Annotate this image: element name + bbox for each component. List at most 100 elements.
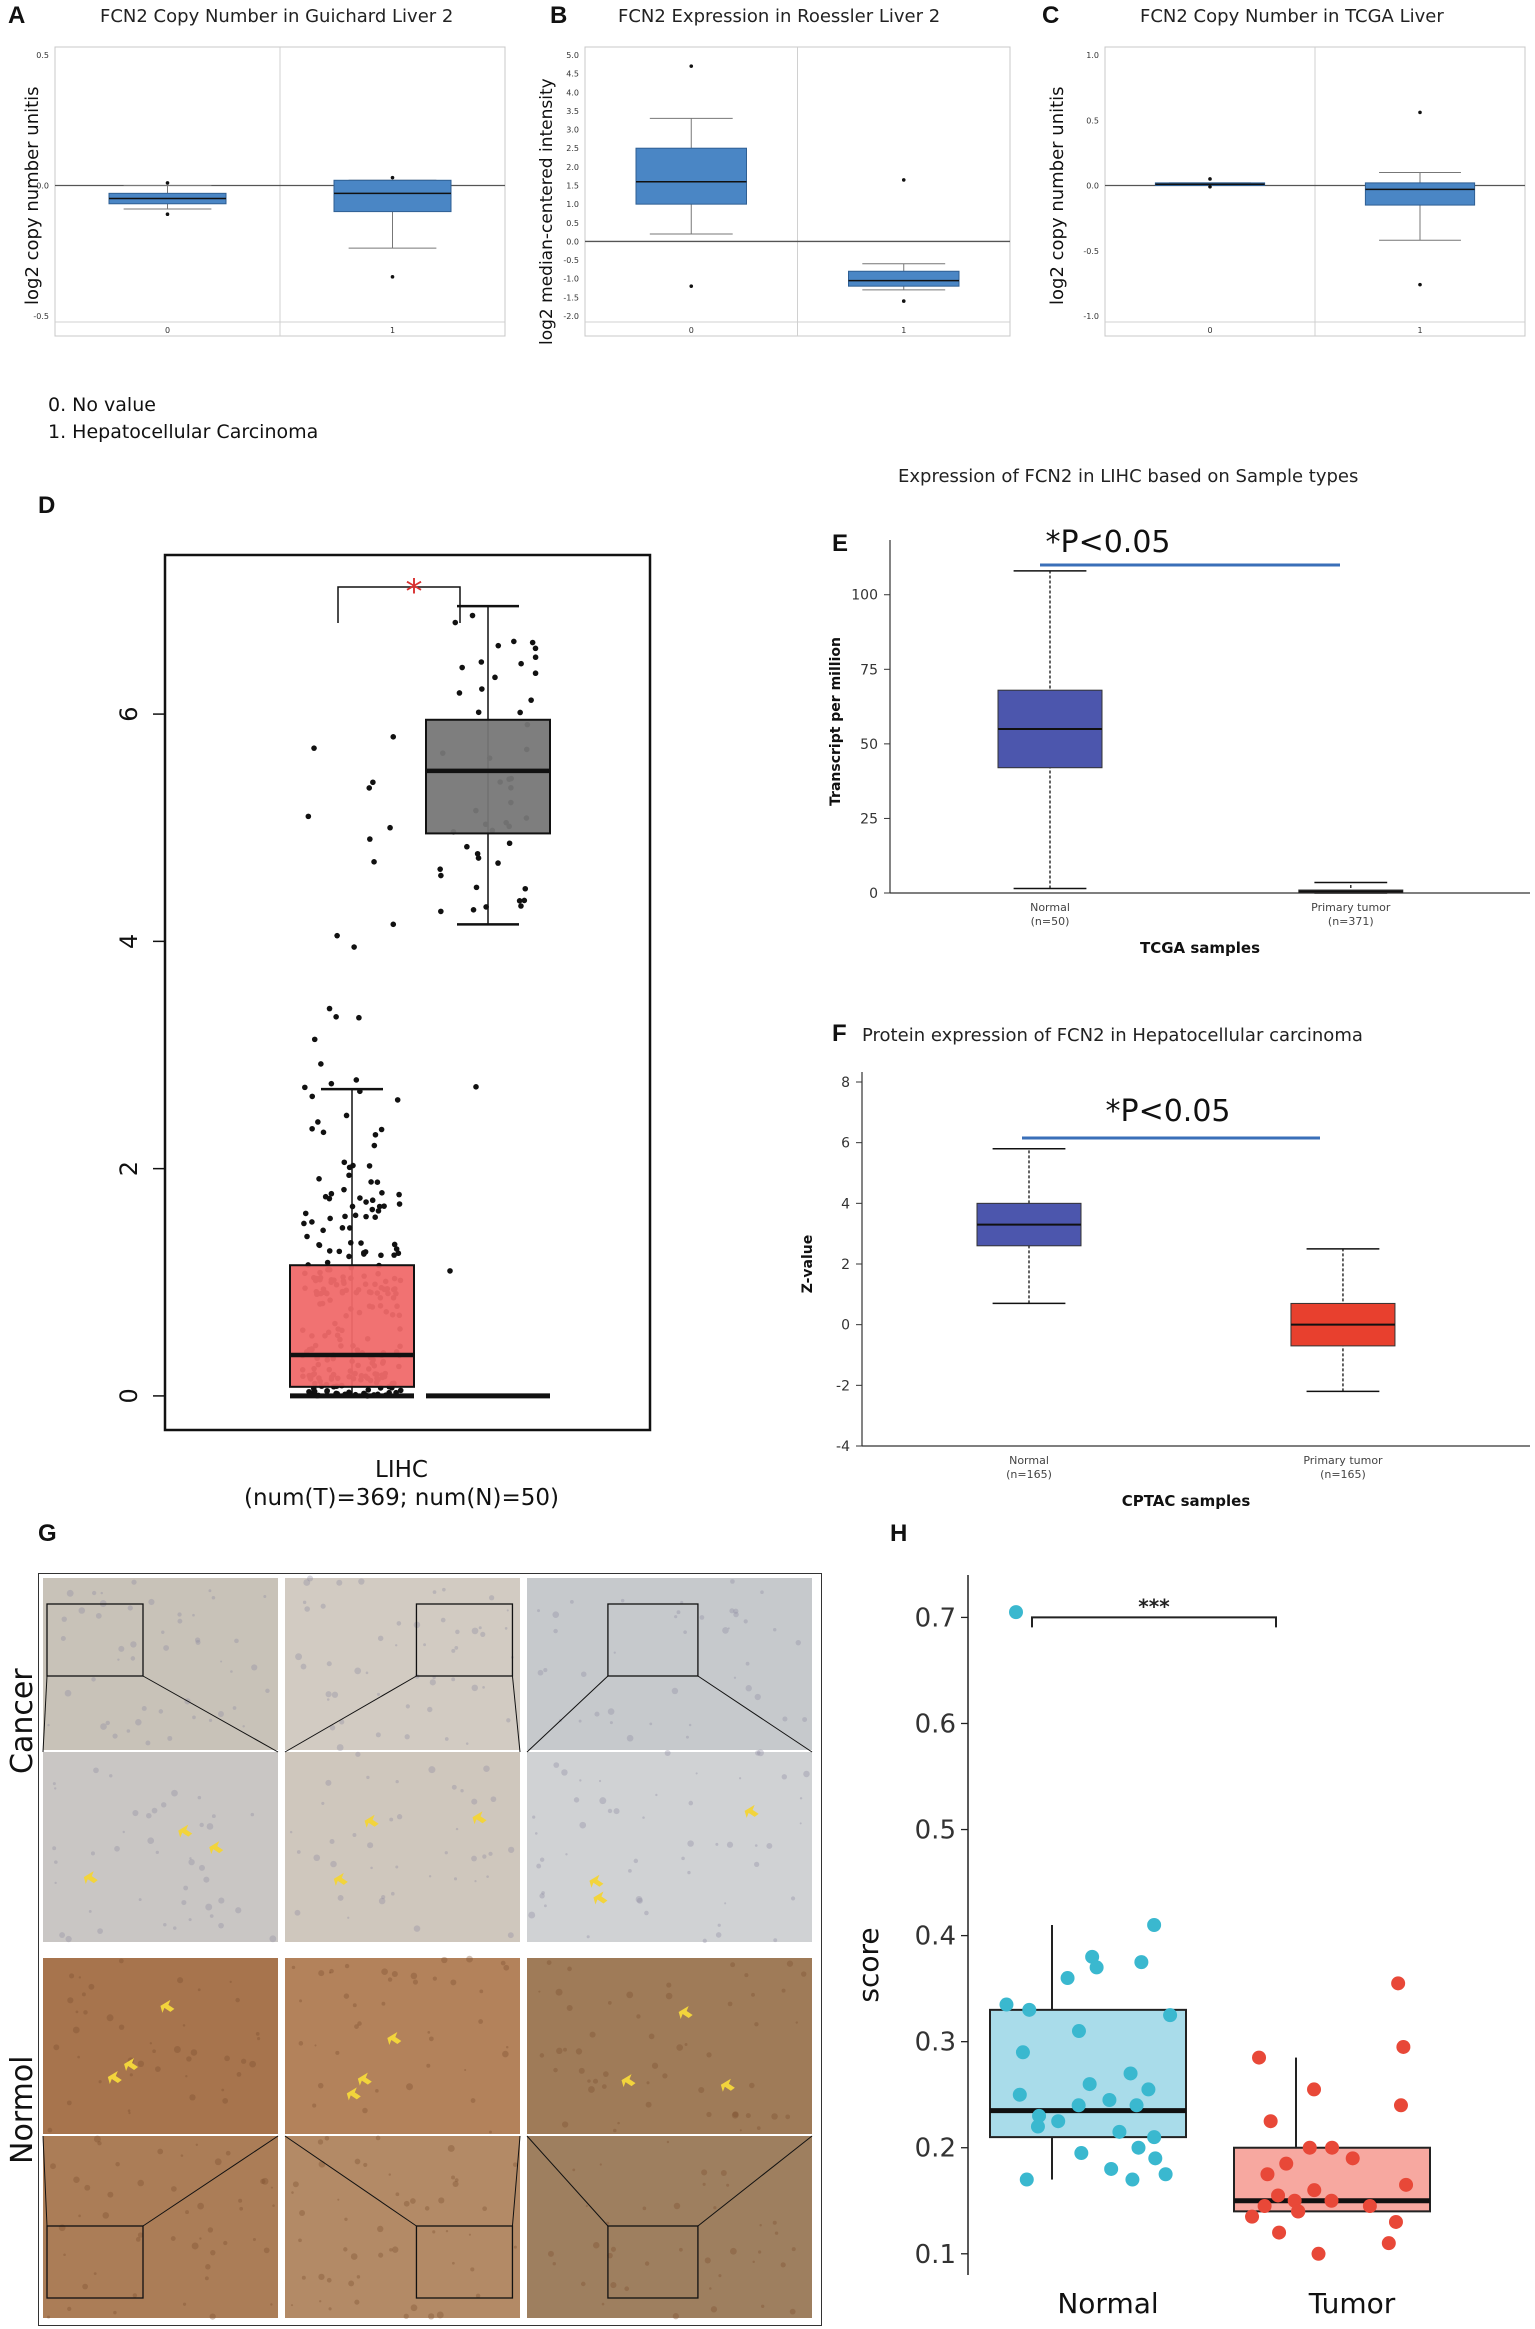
tissue-texture [442,1587,446,1592]
data-point [529,639,536,646]
tissue-texture [502,2050,509,2058]
tissue-texture [132,1810,139,1817]
y-tick-label: 2 [841,1257,850,1273]
outlier-point [1208,185,1212,189]
tissue-texture [161,1802,167,1808]
tissue-texture [214,2158,222,2166]
tissue-texture [137,2232,144,2238]
data-point [1134,1955,1149,1970]
y-tick-label: 4 [115,934,143,949]
tissue-texture [426,2063,431,2068]
zoom-connector [697,1675,813,1753]
tissue-texture [180,2154,184,2157]
data-point [1263,2114,1278,2129]
tissue-texture [594,1711,600,1717]
data-point [1393,2098,1408,2113]
tissue-texture [163,1645,170,1651]
tissue-texture [772,2220,777,2225]
tissue-texture [199,1864,205,1871]
data-point [456,690,463,696]
outlier-point [390,175,395,180]
tissue-texture [250,1812,255,1817]
tissue-texture [210,2250,216,2256]
tissue-texture [609,1721,613,1725]
micrograph-zoom [285,2136,520,2318]
tissue-texture [381,1968,388,1976]
data-point [334,932,340,939]
tissue-texture [749,2082,755,2089]
tissue-texture [578,2067,585,2074]
tissue-texture [674,1615,678,1619]
data-point [1158,2167,1173,2182]
tissue-texture [269,1935,277,1943]
yellow-arrow [160,1999,175,2013]
tissue-texture [683,1630,687,1634]
tissue-texture [54,1881,57,1885]
tissue-texture [303,1579,311,1586]
tissue-texture [69,1973,75,1979]
tissue-texture [312,2103,317,2108]
zoom-connector [42,1675,48,1753]
tissue-texture [95,1612,102,1619]
tissue-texture [427,1706,433,1713]
data-point [302,1210,309,1217]
tissue-texture [553,1762,560,1768]
tissue-texture [92,1590,97,1596]
tissue-texture [251,1664,258,1671]
data-point [324,1388,330,1395]
tissue-texture [294,1909,301,1916]
yellow-arrow [472,1811,487,1825]
data-point [438,908,444,915]
tissue-texture [666,2140,670,2144]
data-point [316,1175,322,1182]
outlier-point [901,299,906,303]
tissue-texture [157,2148,164,2155]
tissue-texture [709,2287,712,2290]
tissue-texture [82,2283,88,2290]
box-body [989,2008,1187,2139]
tissue-texture [642,2206,647,2211]
category-tick-label: 1 [1417,326,1422,335]
tissue-texture [189,2094,196,2101]
tissue-texture [209,1914,214,1918]
category-tick-label: 0 [689,326,694,335]
tissue-texture [733,1608,739,1614]
data-point [342,1213,348,1220]
tissue-texture [617,2121,620,2125]
tissue-texture [633,1858,639,1864]
tissue-texture [321,1801,325,1805]
category-tick-label: Primary tumor [1311,901,1391,914]
tissue-texture [335,2050,340,2055]
panel-d-chart: 0 2 4 6 * LIHC(num(T)=369; num(N)=50) FCN2 [115,553,652,1520]
data-point [437,866,443,872]
panel-e-title: Expression of FCN2 in LIHC based on Samp… [898,466,1359,487]
tissue-texture [432,1590,437,1594]
tissue-texture [232,1706,237,1710]
data-point [391,1252,397,1258]
tissue-texture [109,1774,113,1778]
tissue-texture [572,2168,576,2172]
micrograph-zoom [43,1752,278,1942]
data-point [459,664,465,671]
row-label-normal: Normol [5,2055,40,2164]
tissue-texture [573,1797,580,1803]
tissue-texture [486,1875,489,1878]
category-legend: 0. No value 1. Hepatocellular Carcinoma [48,392,318,446]
tissue-texture [599,2163,602,2166]
data-point [1252,2050,1267,2065]
yellow-arrow [333,1872,348,1886]
tissue-texture [655,1793,658,1797]
tissue-texture [217,1711,224,1717]
y-tick-label: -0.5 [1083,247,1099,256]
panel-a-title: FCN2 Copy Number in Guichard Liver 2 [100,6,454,27]
y-tick-label: 0.1 [915,2240,956,2270]
data-point [473,1084,479,1090]
data-point [326,1195,333,1202]
tissue-texture [290,2304,294,2307]
data-point [1311,2246,1326,2261]
tissue-texture [298,2238,302,2243]
micrograph-overview [285,1958,520,2134]
tissue-texture [601,2302,605,2306]
data-point [1009,1605,1023,1620]
tissue-texture [702,2182,706,2186]
